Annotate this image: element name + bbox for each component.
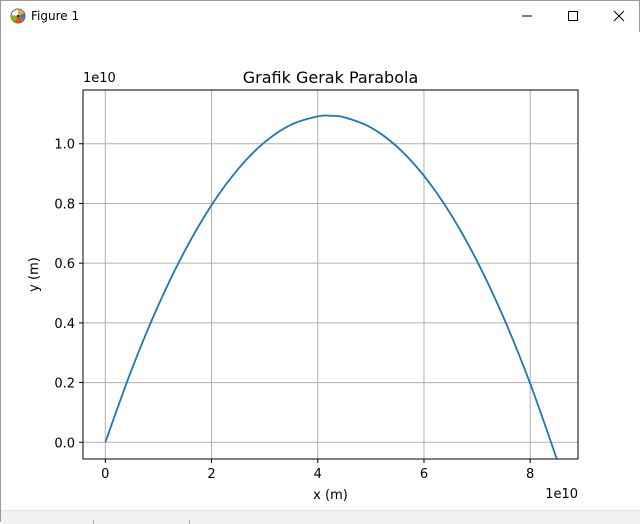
x-axis-offset-text: 1e10 <box>545 487 578 502</box>
status-separator <box>189 520 190 524</box>
figure-canvas[interactable]: 0 2 4 6 8 0.0 0.2 0.4 0.6 0.8 1.0 Grafik Gerak Par… <box>2 32 640 510</box>
y-tick-label: 1.0 <box>54 138 75 153</box>
window-title: Figure 1 <box>31 9 80 23</box>
line-chart: 0 2 4 6 8 0.0 0.2 0.4 0.6 0.8 1.0 Grafik Gerak Par… <box>27 68 579 503</box>
y-tick-label: 0.2 <box>54 377 75 392</box>
minimize-button[interactable] <box>504 1 550 32</box>
x-tick-label: 0 <box>101 467 109 482</box>
y-axis-offset-text: 1e10 <box>83 71 116 86</box>
tick-layer: 0 2 4 6 8 0.0 0.2 0.4 0.6 0.8 1.0 <box>54 138 534 482</box>
close-icon <box>613 7 625 26</box>
chart-title: Grafik Gerak Parabola <box>243 68 419 87</box>
grid-layer <box>83 90 578 459</box>
y-tick-label: 0.6 <box>54 257 75 272</box>
y-tick-label: 0.4 <box>54 317 75 332</box>
maximize-button[interactable] <box>550 1 596 32</box>
close-button[interactable] <box>596 1 640 32</box>
status-separator <box>93 520 94 524</box>
minimize-icon <box>521 7 533 26</box>
y-tick-label: 0.8 <box>54 197 75 212</box>
x-tick-label: 4 <box>314 467 322 482</box>
matplotlib-figure-icon <box>9 7 27 25</box>
series-layer <box>104 114 558 460</box>
trajectory-line <box>104 114 558 460</box>
x-axis-label: x (m) <box>313 488 348 503</box>
x-tick-label: 8 <box>526 467 534 482</box>
y-axis-label: y (m) <box>27 257 42 292</box>
maximize-icon <box>567 7 579 26</box>
x-tick-label: 2 <box>207 467 215 482</box>
x-tick-label: 6 <box>420 467 428 482</box>
title-bar[interactable]: Figure 1 <box>1 1 639 32</box>
y-tick-label: 0.0 <box>54 436 75 451</box>
plot-area <box>82 89 579 460</box>
